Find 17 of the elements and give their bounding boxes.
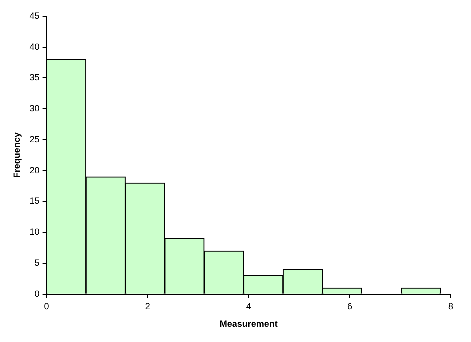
y-tick-label: 30	[30, 104, 40, 114]
y-tick-label: 35	[30, 72, 40, 83]
x-axis-title: Measurement	[220, 319, 278, 330]
x-tick-label: 2	[145, 301, 150, 312]
y-tick-label: 0	[34, 288, 40, 299]
y-tick-label: 25	[30, 134, 40, 144]
y-tick-label: 10	[30, 227, 40, 238]
x-tick-label: 8	[448, 301, 454, 312]
x-tick-label: 0	[44, 301, 50, 312]
y-tick-label: 20	[30, 165, 40, 176]
y-tick-label: 15	[30, 196, 40, 206]
x-tick-label: 6	[347, 301, 352, 312]
y-tick-label: 45	[30, 10, 40, 21]
y-tick-label: 5	[34, 258, 40, 268]
y-tick-label: 40	[30, 42, 40, 52]
y-axis-title: Frequency	[12, 132, 22, 178]
x-tick-label: 4	[246, 301, 252, 312]
